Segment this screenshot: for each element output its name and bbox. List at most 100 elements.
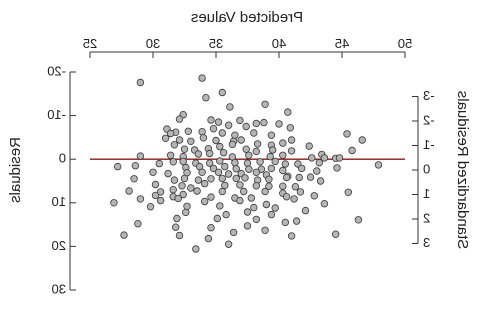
data-point [166, 151, 175, 159]
data-point [187, 184, 195, 192]
data-point [134, 219, 142, 228]
data-point [146, 202, 155, 211]
data-point [156, 188, 165, 196]
data-point [247, 194, 255, 202]
x-tick-label: 30 [146, 36, 160, 51]
x-axis-label: Predicted Values [191, 9, 303, 26]
data-point [354, 216, 363, 224]
data-point [237, 136, 245, 144]
x-tick-label: 25 [83, 36, 97, 51]
data-point [241, 174, 249, 182]
data-point [194, 150, 203, 158]
data-point [216, 142, 224, 151]
left-y-tick-label: -10 [47, 107, 66, 122]
data-point [214, 118, 223, 126]
data-point [179, 190, 187, 199]
data-point [252, 215, 260, 224]
data-point [290, 195, 298, 203]
data-point [252, 119, 260, 128]
data-point [271, 157, 279, 166]
data-point [282, 173, 291, 182]
data-point [262, 200, 271, 209]
data-point [207, 193, 215, 201]
data-point [271, 204, 279, 212]
data-point [332, 230, 340, 238]
data-point [198, 168, 206, 176]
data-point [286, 124, 294, 132]
data-point [214, 168, 223, 176]
data-point [179, 157, 187, 166]
data-point [296, 188, 305, 196]
data-point [200, 179, 209, 188]
data-point [218, 129, 226, 137]
data-point [242, 122, 250, 131]
data-point [198, 74, 206, 82]
data-point [292, 217, 301, 225]
data-point [130, 175, 138, 183]
data-point [243, 208, 252, 216]
data-point [216, 202, 224, 210]
data-point [298, 164, 306, 173]
data-point [308, 154, 316, 162]
data-point [173, 214, 181, 223]
data-point [113, 162, 122, 171]
right-y-tick-label: 0 [423, 161, 430, 176]
data-point [231, 131, 239, 139]
data-point [287, 147, 296, 155]
data-point [284, 108, 292, 116]
data-point [125, 187, 133, 195]
data-point [316, 177, 325, 185]
data-point [242, 145, 250, 153]
right-y-tick-label: 1 [423, 186, 430, 201]
data-point [243, 159, 252, 167]
data-point [313, 167, 321, 175]
left-y-axis-ticks: -20 -10 0 10 20 30 [47, 63, 76, 296]
data-point [166, 129, 175, 138]
left-y-tick-label: -20 [47, 63, 66, 78]
data-point [149, 168, 157, 176]
data-point [164, 169, 172, 178]
x-axis-ticks: 25 30 35 40 45 50 [83, 36, 412, 58]
data-point [374, 161, 383, 169]
data-point [198, 127, 206, 136]
data-point [183, 202, 191, 210]
data-point [180, 174, 189, 183]
data-point [260, 118, 268, 127]
data-point [256, 158, 264, 166]
data-point [156, 196, 165, 205]
data-point [209, 164, 218, 173]
data-point [199, 134, 208, 142]
data-point [231, 158, 239, 167]
x-tick-label: 40 [272, 36, 286, 51]
data-point [169, 158, 177, 166]
data-point [212, 136, 220, 145]
data-point [229, 228, 238, 237]
data-point [344, 188, 352, 196]
data-point [266, 152, 274, 161]
data-point [279, 166, 287, 175]
left-y-tick-label: 20 [52, 238, 66, 253]
data-point [205, 149, 214, 158]
data-point [320, 199, 329, 208]
data-point [265, 175, 273, 183]
data-point [218, 174, 226, 183]
data-point [161, 134, 170, 142]
left-y-axis-label: Residuals [7, 137, 24, 203]
data-point [221, 162, 229, 171]
data-point [120, 231, 128, 239]
data-point [218, 187, 226, 196]
data-point [175, 115, 184, 123]
data-point [295, 173, 303, 182]
data-point [171, 223, 180, 231]
data-point [245, 151, 253, 159]
left-y-tick-label: 0 [59, 151, 66, 166]
data-point [170, 176, 179, 184]
data-point [209, 124, 218, 133]
data-point [136, 195, 145, 203]
data-point [224, 121, 233, 129]
data-point [261, 100, 269, 108]
right-y-tick-label: -3 [423, 88, 435, 103]
data-point [192, 245, 200, 253]
data-point [306, 173, 315, 181]
data-point [224, 170, 233, 178]
